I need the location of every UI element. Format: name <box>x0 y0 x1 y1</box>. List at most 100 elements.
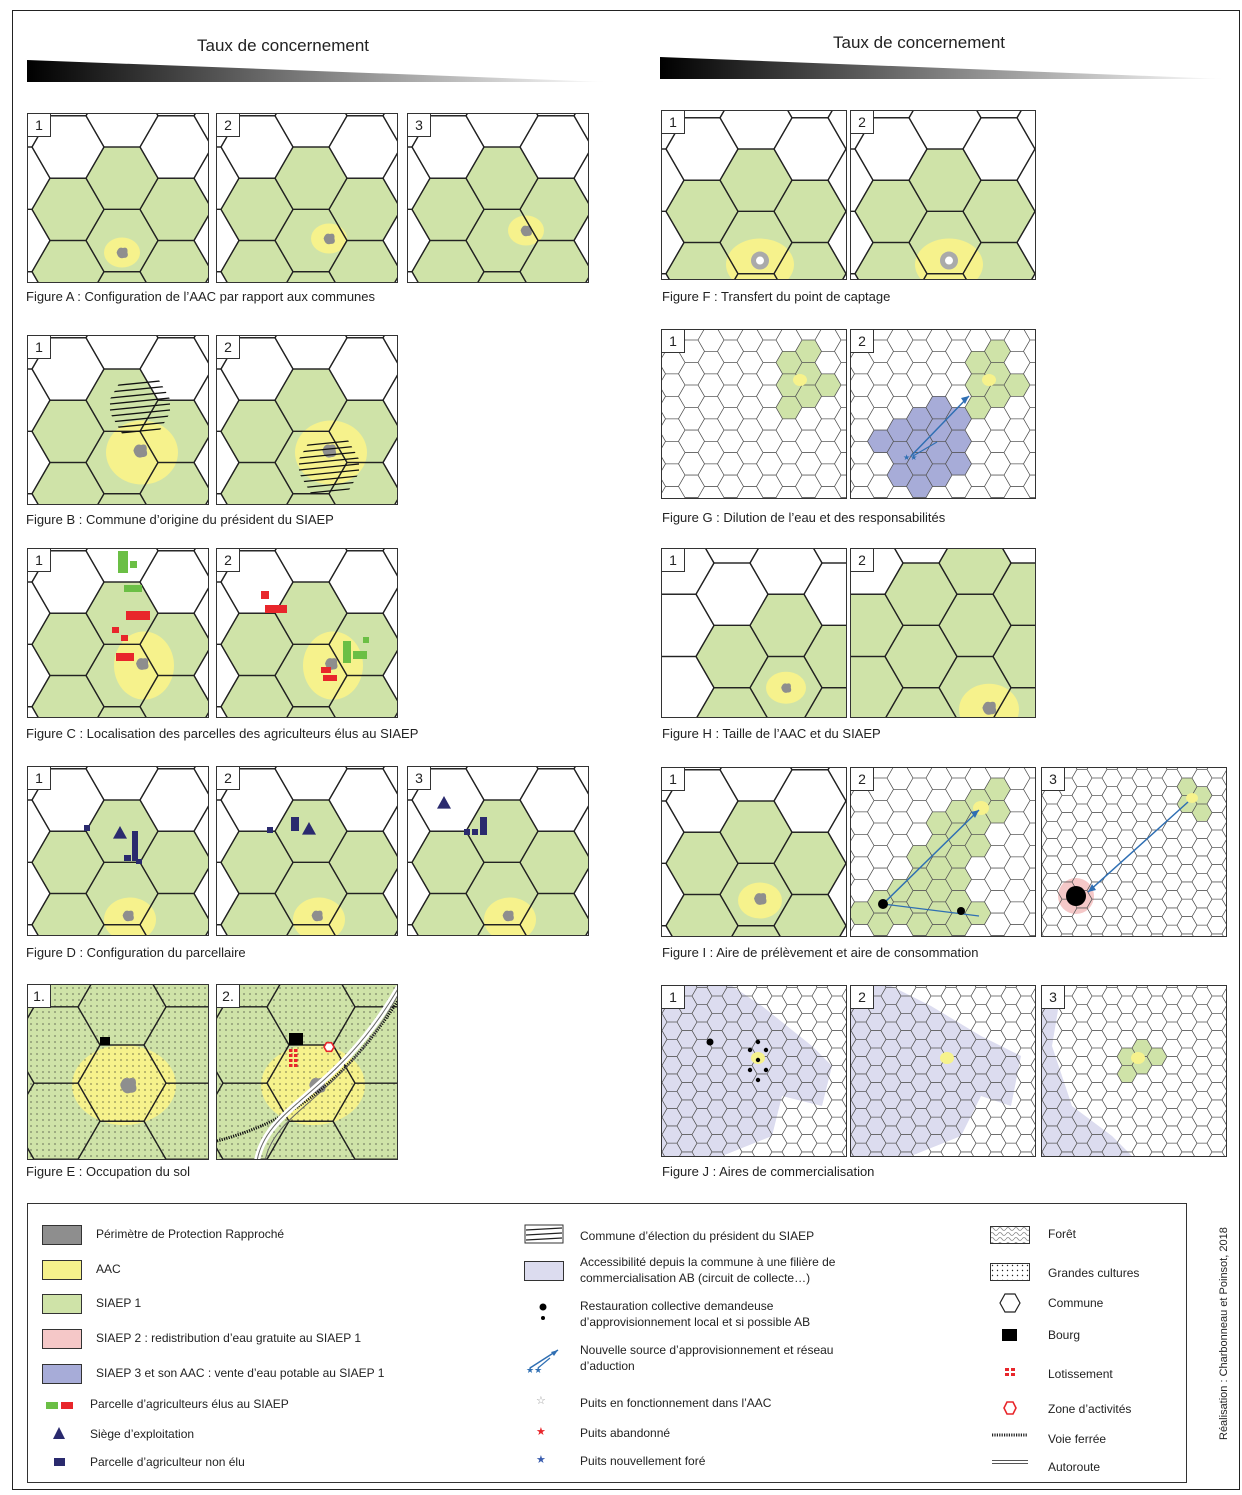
map-shape <box>1120 933 1134 936</box>
canteen-dots-icon <box>539 1303 547 1320</box>
map-shape <box>706 1038 714 1046</box>
map-shape <box>945 890 972 914</box>
map-shape <box>1101 1021 1123 1040</box>
map-shape <box>1015 1116 1035 1135</box>
working-well-icon: ☆ <box>536 1395 546 1407</box>
map-shape <box>1030 1005 1035 1021</box>
map-shape <box>851 373 875 397</box>
map-shape <box>827 768 846 802</box>
non-elected-parcel-icon <box>54 1458 65 1466</box>
map-shape <box>826 1030 846 1049</box>
map-shape <box>1016 210 1035 275</box>
map-shape <box>1206 847 1226 865</box>
map-shape <box>796 1134 818 1153</box>
map-shape <box>1116 794 1138 813</box>
map-shape <box>1042 873 1063 891</box>
map-shape <box>756 429 783 453</box>
map-shape <box>1161 1091 1183 1109</box>
map-shape <box>841 1040 846 1056</box>
map-shape <box>32 462 104 504</box>
map-shape <box>867 430 894 453</box>
map-shape <box>1161 986 1183 1006</box>
map-shape <box>1015 986 1035 997</box>
map-shape <box>775 441 803 465</box>
legend-activity-zone: Zone d’activités <box>1048 1402 1132 1416</box>
map-shape <box>382 767 397 795</box>
map-shape <box>851 350 875 375</box>
legend-aac: AAC <box>96 1262 121 1276</box>
map-shape <box>925 350 953 375</box>
map-shape <box>1016 148 1035 213</box>
map-shape <box>1161 890 1183 909</box>
map-shape <box>1015 1065 1035 1083</box>
map-shape <box>925 373 953 397</box>
map-shape <box>1042 924 1063 936</box>
map-shape <box>781 1142 803 1156</box>
map-shape <box>1086 986 1108 997</box>
figure-a-panel-1: 1 <box>27 113 209 283</box>
map-shape <box>945 256 953 265</box>
map-shape <box>1221 822 1226 838</box>
map-shape <box>697 486 725 498</box>
crops-swatch <box>990 1263 1030 1281</box>
map-shape <box>1000 1125 1022 1144</box>
map-shape <box>1071 803 1093 822</box>
map-shape <box>662 486 686 498</box>
map-shape <box>1003 463 1031 487</box>
map-shape <box>573 114 588 142</box>
map-shape <box>795 429 822 453</box>
motorway-icon <box>992 1460 1028 1464</box>
map-shape <box>1101 838 1123 857</box>
map-shape <box>851 805 855 819</box>
map-shape <box>867 384 894 408</box>
map-shape <box>1176 1116 1198 1135</box>
map-shape <box>193 805 208 857</box>
map-shape <box>1042 829 1048 848</box>
map-shape <box>1116 898 1138 917</box>
legend-crops: Grandes cultures <box>1048 1266 1140 1280</box>
map-shape <box>1034 986 1035 987</box>
map-shape <box>720 801 792 864</box>
map-shape <box>1086 847 1108 865</box>
map-shape <box>193 767 208 795</box>
map-shape <box>1221 1023 1226 1039</box>
map-shape <box>1221 1005 1226 1021</box>
map-shape <box>1101 1004 1123 1023</box>
map-shape <box>1191 838 1213 857</box>
map-shape <box>1116 1012 1138 1031</box>
map-shape <box>1161 1073 1183 1092</box>
map-shape <box>1146 995 1168 1014</box>
legend-new-well: Puits nouvellement foré <box>580 1454 706 1468</box>
map-shape <box>834 330 846 341</box>
siaep1-swatch <box>42 1294 82 1314</box>
map-shape <box>776 396 802 419</box>
map-shape <box>98 493 146 504</box>
map-shape <box>116 247 128 259</box>
map-shape <box>274 114 348 148</box>
map-shape <box>1090 933 1104 936</box>
map-shape <box>1101 786 1123 805</box>
map-shape <box>992 562 1035 627</box>
map-shape <box>1023 429 1035 453</box>
map-shape <box>136 658 149 670</box>
map-shape <box>32 613 104 676</box>
map-shape <box>945 823 972 846</box>
map-shape <box>32 240 104 282</box>
map-shape <box>1206 1134 1226 1153</box>
map-shape <box>826 1082 846 1101</box>
map-shape <box>32 831 104 894</box>
map-shape <box>851 901 874 925</box>
map-shape <box>1101 1108 1123 1127</box>
map-shape <box>926 441 952 464</box>
map-shape <box>1191 855 1213 874</box>
map-shape <box>697 463 725 487</box>
map-shape <box>803 562 846 627</box>
map-shape <box>1056 1030 1078 1049</box>
map-shape <box>1221 988 1226 1004</box>
map-shape <box>329 240 397 282</box>
map-shape <box>990 935 1005 936</box>
map-shape <box>906 362 933 386</box>
map-shape <box>256 989 397 1159</box>
map-shape <box>98 706 146 717</box>
map-shape <box>755 1077 761 1083</box>
